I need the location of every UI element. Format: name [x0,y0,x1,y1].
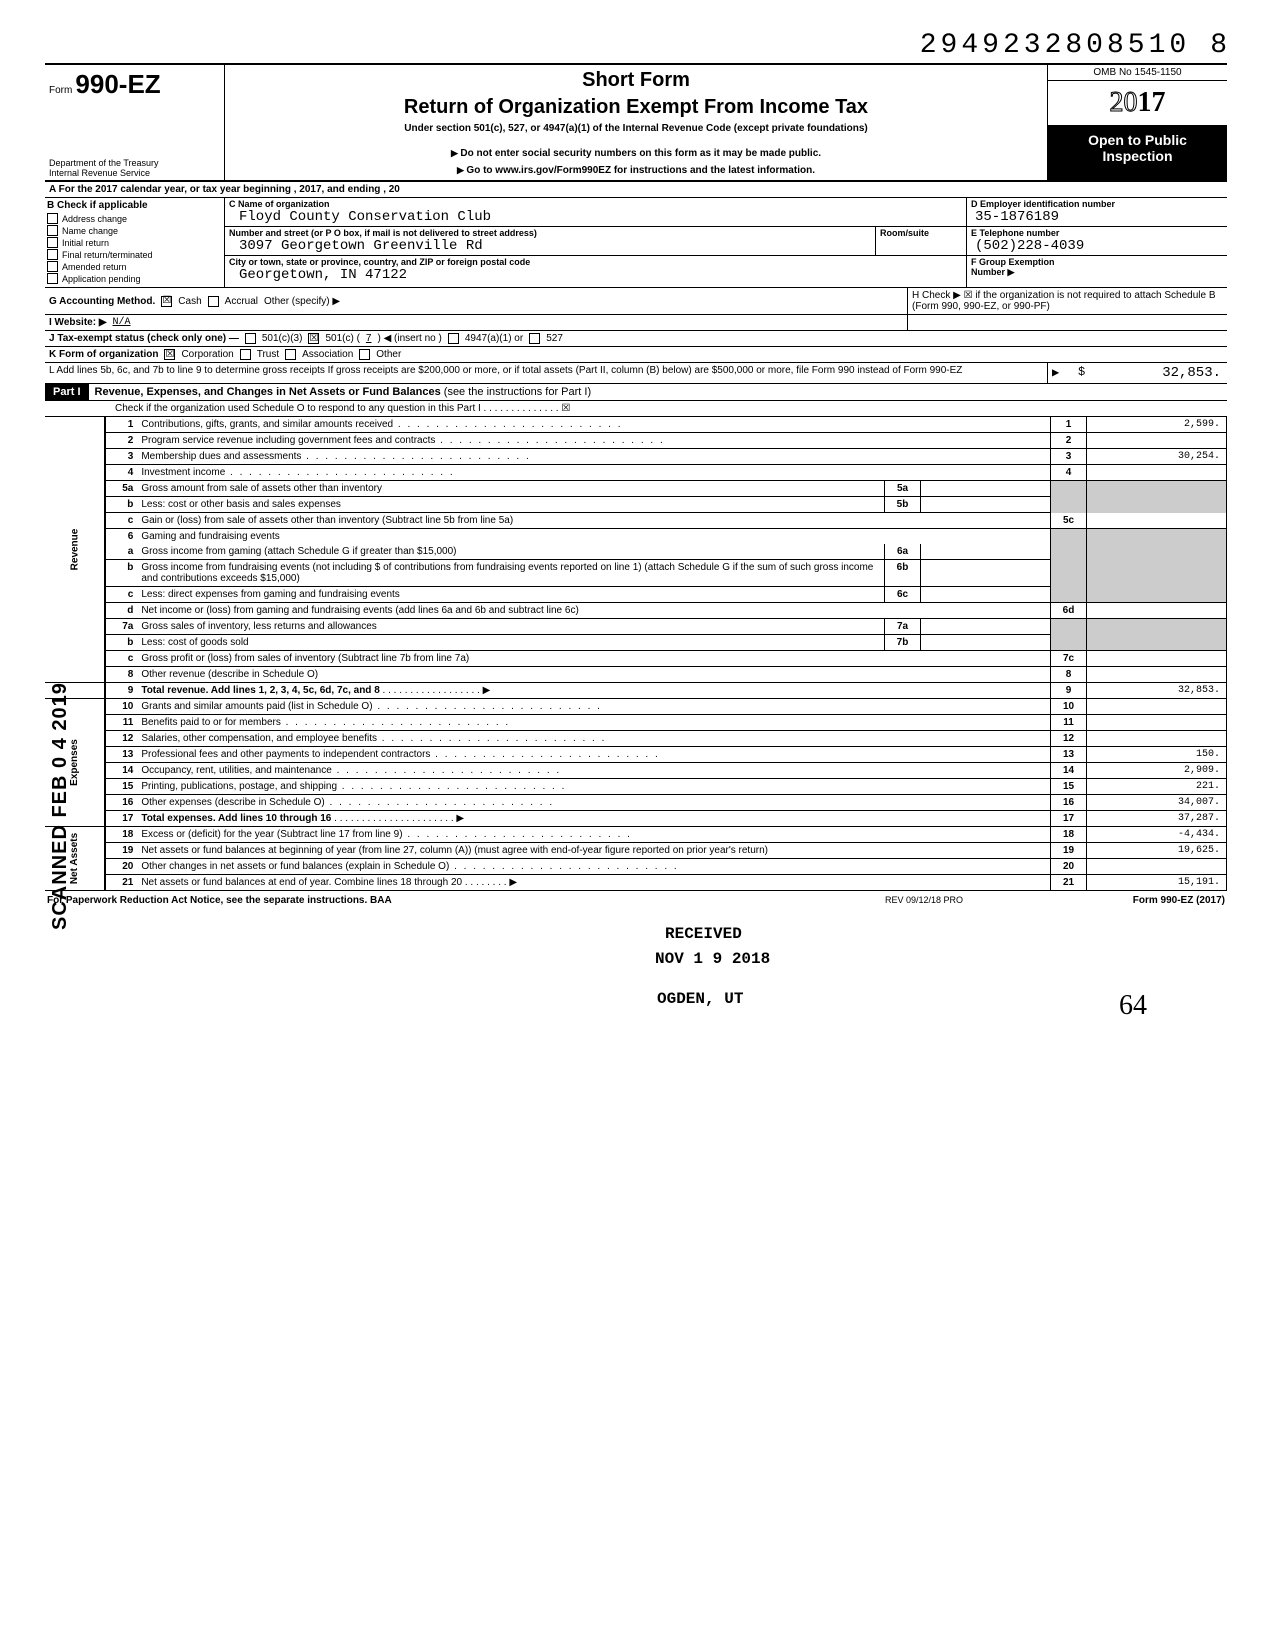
dln-number: 29492328085108 [45,30,1227,61]
org-name: Floyd County Conservation Club [229,209,962,225]
chk-cash[interactable]: ☒ [161,296,172,307]
line2-amount [1087,433,1227,449]
line9-amount: 32,853. [1087,683,1227,699]
chk-4947[interactable] [448,333,459,344]
tax-year: 2017 [1048,81,1227,126]
g-label: G Accounting Method. [49,296,155,307]
line18-amount: -4,434. [1087,827,1227,843]
chk-assoc[interactable] [285,349,296,360]
line3-amount: 30,254. [1087,449,1227,465]
chk-accrual[interactable] [208,296,219,307]
received-stamp-2: NOV 1 9 2018 [655,950,770,968]
501c-number: 7 [366,333,372,344]
under-section: Under section 501(c), 527, or 4947(a)(1)… [233,123,1039,134]
check-schedule-o: Check if the organization used Schedule … [115,403,1221,414]
i-website-label: I Website: ▶ [49,317,107,328]
line16-amount: 34,007. [1087,795,1227,811]
line10-amount [1087,699,1227,715]
chk-address-change[interactable] [47,213,58,224]
entity-block: B Check if applicable Address change Nam… [45,198,1227,288]
line6d-amount [1087,603,1227,619]
f-group-label: F Group Exemption [971,257,1223,267]
line19-amount: 19,625. [1087,843,1227,859]
line20-amount [1087,859,1227,875]
line17-amount: 37,287. [1087,811,1227,827]
l-amount: ▶$32,853. [1047,363,1227,383]
h-schedule-b: H Check ▶ ☒ if the organization is not r… [912,290,1216,312]
received-stamp-1: RECEIVED [665,925,742,943]
dept-treasury: Department of the Treasury Internal Reve… [49,158,159,178]
chk-trust[interactable] [240,349,251,360]
chk-app-pending[interactable] [47,273,58,284]
part1-title: Revenue, Expenses, and Changes in Net As… [89,384,1227,400]
chk-501c[interactable]: ☒ [308,333,319,344]
main-title: Return of Organization Exempt From Incom… [233,96,1039,119]
side-revenue: Revenue [69,529,80,571]
chk-other-org[interactable] [359,349,370,360]
chk-501c3[interactable] [245,333,256,344]
part1-table: Revenue 1 Contributions, gifts, grants, … [45,417,1227,891]
f-number-label: Number ▶ [971,267,1223,278]
l-gross-receipts: L Add lines 5b, 6c, and 7b to line 9 to … [45,363,1047,383]
form-header: Form 990-EZ Department of the Treasury I… [45,63,1227,182]
goto-url: Go to www.irs.gov/Form990EZ for instruct… [233,165,1039,176]
c-city-label: City or town, state or province, country… [229,257,962,267]
part1-tag: Part I [45,384,89,400]
line21-amount: 15,191. [1087,875,1227,891]
org-street: 3097 Georgetown Greenville Rd [229,238,871,254]
phone-value: (502)228-4039 [971,238,1223,254]
side-expenses: Expenses [69,739,80,786]
b-header: B Check if applicable [47,200,222,211]
form-prefix: Form [49,85,72,96]
line8-amount [1087,667,1227,683]
side-netassets: Net Assets [69,833,80,884]
chk-corp[interactable]: ☒ [164,349,175,360]
open-to-public: Open to Public Inspection [1048,126,1227,180]
line4-amount [1087,465,1227,481]
chk-initial-return[interactable] [47,237,58,248]
ein-value: 35-1876189 [971,209,1223,225]
line7c-amount [1087,651,1227,667]
line12-amount [1087,731,1227,747]
line11-amount [1087,715,1227,731]
room-suite-label: Room/suite [880,228,962,238]
line5c-amount [1087,513,1227,529]
scanned-stamp: SCANNED FEB 0 4 2019 [49,682,72,930]
j-label: J Tax-exempt status (check only one) — [49,333,239,344]
chk-527[interactable] [529,333,540,344]
c-name-label: C Name of organization [229,199,962,209]
chk-final-return[interactable] [47,249,58,260]
line15-amount: 221. [1087,779,1227,795]
website-value: N/A [113,317,131,328]
chk-name-change[interactable] [47,225,58,236]
d-ein-label: D Employer identification number [971,199,1223,209]
k-label: K Form of organization [49,349,158,360]
c-addr-label: Number and street (or P O box, if mail i… [229,228,871,238]
line13-amount: 150. [1087,747,1227,763]
org-city: Georgetown, IN 47122 [229,267,962,283]
chk-amended[interactable] [47,261,58,272]
line1-amount: 2,599. [1087,417,1227,433]
line14-amount: 2,909. [1087,763,1227,779]
form-number: 990-EZ [75,69,160,99]
e-phone-label: E Telephone number [971,228,1223,238]
no-ssn-notice: Do not enter social security numbers on … [233,148,1039,159]
short-form-title: Short Form [233,69,1039,92]
page-footer: For Paperwork Reduction Act Notice, see … [45,891,1227,910]
omb-number: OMB No 1545-1150 [1048,65,1227,81]
row-a-tax-year: A For the 2017 calendar year, or tax yea… [45,182,1227,198]
handwritten-page-num: 64 [45,990,1227,1022]
